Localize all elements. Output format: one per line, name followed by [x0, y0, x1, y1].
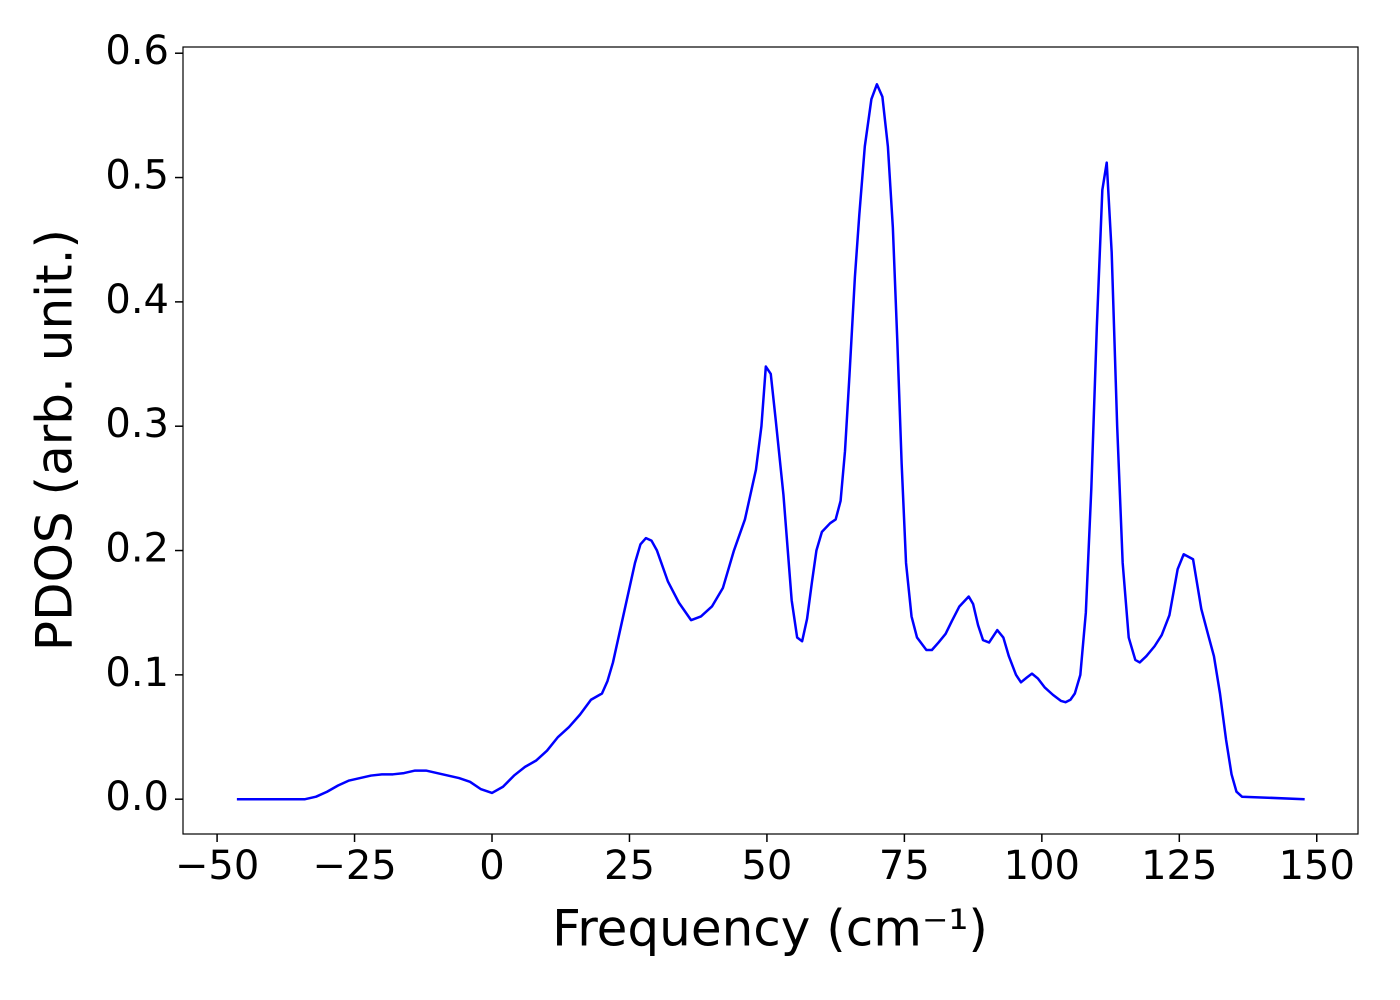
data-line — [236, 83, 1305, 801]
x-axis-label: Frequency (cm⁻¹) — [552, 900, 988, 958]
y-tick-label: 0.3 — [105, 401, 169, 447]
x-tick-label: 150 — [1279, 843, 1355, 889]
x-tick-label: 75 — [879, 843, 930, 889]
x-tick-label: 50 — [741, 843, 792, 889]
x-tick-label: 0 — [479, 843, 504, 889]
y-tick-label: 0.1 — [105, 650, 169, 696]
y-tick-label: 0.6 — [105, 28, 169, 74]
x-tick-label: −50 — [175, 843, 259, 889]
x-tick-label: −25 — [312, 843, 396, 889]
y-tick-label: 0.5 — [105, 153, 169, 199]
y-axis-label: PDOS (arb. unit.) — [26, 229, 84, 651]
x-tick-label: 25 — [604, 843, 655, 889]
plot-frame — [182, 46, 1359, 835]
y-tick-label: 0.4 — [105, 277, 169, 323]
x-tick-label: 100 — [1004, 843, 1080, 889]
x-tick-label: 125 — [1141, 843, 1217, 889]
y-tick-label: 0.2 — [105, 526, 169, 572]
y-tick-label: 0.0 — [105, 774, 169, 820]
